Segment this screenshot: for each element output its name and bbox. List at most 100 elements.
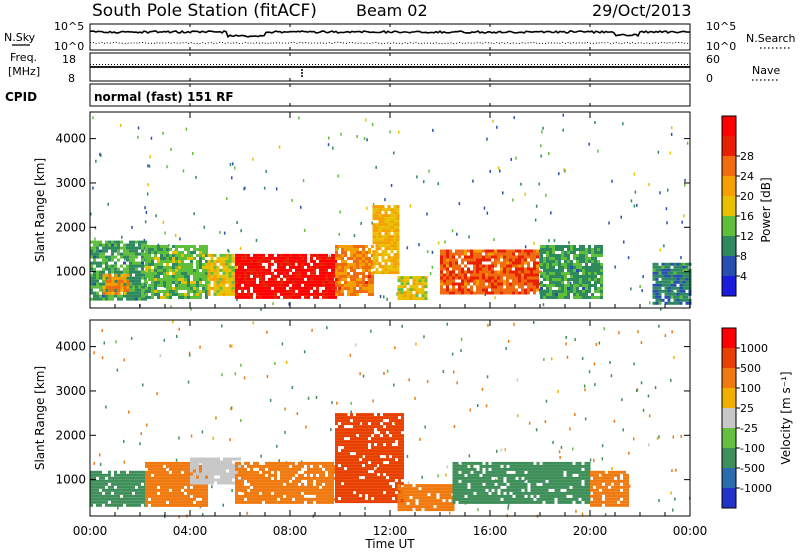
power-region-5-cell xyxy=(350,290,353,293)
power-region-9-cell xyxy=(570,278,573,281)
power-region-4-cell xyxy=(283,283,286,287)
power-region-2-cell xyxy=(187,251,190,254)
power-region-9-cell xyxy=(588,251,591,254)
power-region-4-cell xyxy=(244,277,247,281)
power-region-4-cell xyxy=(301,280,304,284)
power-region-3-cell xyxy=(231,268,235,272)
velocity-scatter-cell xyxy=(307,396,310,400)
velocity-region-3-cell xyxy=(307,476,310,480)
velocity-data-group xyxy=(90,320,691,519)
power-region-8-cell xyxy=(473,291,476,295)
power-scatter-cell xyxy=(431,250,434,254)
power-region-0-cell xyxy=(108,240,111,244)
power-region-1-cell xyxy=(120,273,124,277)
power-region-2-cell xyxy=(196,275,199,278)
power-region-8-cell xyxy=(455,261,458,265)
power-region-0-cell xyxy=(105,243,108,247)
velocity-region-0-cell xyxy=(123,491,126,495)
velocity-region-3-cell xyxy=(262,497,265,501)
velocity-region-3-cell xyxy=(286,488,289,492)
power-region-4-cell xyxy=(334,286,337,290)
power-region-4-cell xyxy=(295,271,298,275)
power-region-4-cell xyxy=(310,256,313,260)
velocity-region-0-cell xyxy=(99,497,102,501)
power-region-8-cell xyxy=(458,285,461,289)
power-region-8-cell xyxy=(452,288,455,292)
power-region-8-cell xyxy=(530,267,533,271)
velocity-region-0-cell xyxy=(138,482,141,486)
power-region-7-cell xyxy=(424,294,428,298)
velocity-scatter-cell xyxy=(221,324,223,328)
power-region-8-cell xyxy=(491,288,494,292)
velocity-region-3-cell xyxy=(319,494,322,498)
power-region-8-cell xyxy=(464,279,467,283)
velocity-region-3-cell xyxy=(280,476,283,480)
power-region-8-cell xyxy=(530,279,533,283)
velocity-region-4-cell xyxy=(344,482,347,486)
power-region-9-cell xyxy=(579,254,582,257)
velocity-region-4-cell xyxy=(392,470,395,474)
power-region-4-cell xyxy=(319,277,322,281)
velocity-region-3-cell xyxy=(262,479,265,483)
velocity-region-3-cell xyxy=(319,482,322,486)
power-region-8-cell xyxy=(536,279,539,283)
power-region-8-cell xyxy=(479,261,482,265)
velocity-region-3-cell xyxy=(262,476,265,480)
velocity-region-0-cell xyxy=(93,497,96,501)
power-scatter-cell xyxy=(244,186,246,190)
power-region-0-cell xyxy=(129,294,132,298)
velocity-region-5-cell xyxy=(409,505,413,509)
power-region-5-cell xyxy=(356,251,359,254)
velocity-region-4-cell xyxy=(341,479,344,483)
power-region-10-cell xyxy=(667,280,671,284)
velocity-region-4-cell xyxy=(341,491,344,495)
velocity-region-4-cell xyxy=(356,491,359,495)
power-region-0-cell xyxy=(129,276,132,280)
power-region-4-cell xyxy=(283,289,286,293)
velocity-region-4-cell xyxy=(362,467,365,471)
velocity-region-1-cell xyxy=(175,473,178,477)
velocity-region-1-cell xyxy=(154,482,157,486)
velocity-scatter-cell xyxy=(284,430,286,434)
power-region-0-cell xyxy=(141,282,144,286)
velocity-region-1-cell xyxy=(175,467,178,471)
power-region-0-cell xyxy=(90,249,93,253)
velocity-region-3-cell xyxy=(259,488,262,492)
power-region-10-cell xyxy=(667,271,671,275)
velocity-region-4-cell xyxy=(365,458,368,462)
power-region-5-cell xyxy=(356,266,359,269)
velocity-region-0-cell xyxy=(99,479,102,483)
power-region-8-cell xyxy=(464,270,467,274)
velocity-region-0-cell xyxy=(96,485,99,489)
power-region-9-cell xyxy=(576,275,579,278)
velocity-region-4-cell xyxy=(380,491,383,495)
power-region-5-cell xyxy=(359,251,362,254)
velocity-region-3-cell xyxy=(289,491,292,495)
velocity-region-4-cell xyxy=(371,461,374,465)
velocity-region-0-cell xyxy=(138,497,141,501)
power-region-0-cell xyxy=(108,243,111,247)
power-scatter-cell xyxy=(252,157,254,161)
power-region-10-cell xyxy=(685,280,689,284)
power-region-0-cell xyxy=(135,264,138,268)
power-region-9-cell xyxy=(561,245,564,248)
velocity-region-3-cell xyxy=(289,485,292,489)
power-region-8-cell xyxy=(512,276,515,280)
power-region-8-cell xyxy=(533,273,536,277)
power-region-9-cell xyxy=(582,287,585,290)
power-region-6-cell xyxy=(390,220,394,224)
velocity-region-5-cell xyxy=(430,499,434,503)
power-region-0-cell xyxy=(120,252,123,256)
power-region-2-cell xyxy=(193,284,196,287)
power-region-9-cell xyxy=(585,251,588,254)
power-region-9-cell xyxy=(546,248,549,251)
power-region-3-cell xyxy=(210,262,214,266)
power-region-5-cell xyxy=(335,248,338,251)
power-region-2-cell xyxy=(178,257,181,260)
velocity-region-5-cell xyxy=(424,502,428,506)
velocity-region-1-cell xyxy=(157,500,160,504)
velocity-scatter-cell xyxy=(600,473,603,477)
power-region-4-cell xyxy=(295,277,298,281)
power-region-10-cell xyxy=(664,292,668,296)
velocity-region-4-cell xyxy=(350,491,353,495)
